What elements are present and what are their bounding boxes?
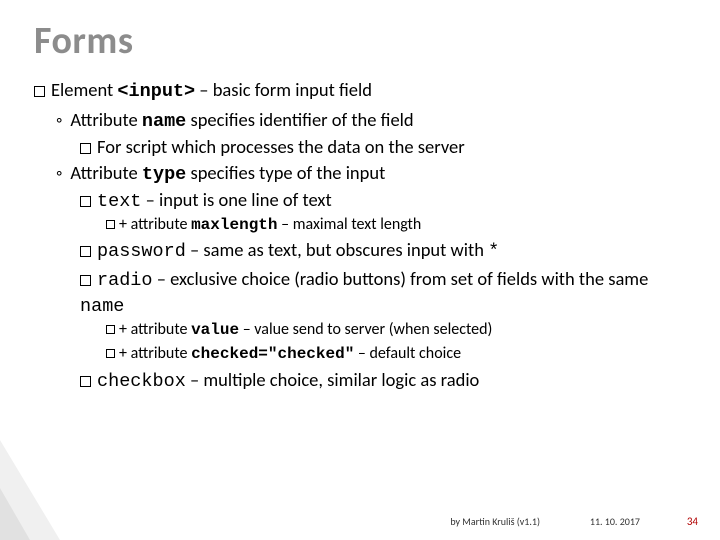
hollow-bullet-icon: ◦ — [56, 109, 62, 131]
square-bullet-icon — [80, 246, 91, 257]
footer-page-number: 34 — [687, 515, 698, 528]
text: – exclusive choice (radio buttons) from … — [153, 267, 649, 290]
code-name: name — [142, 111, 186, 132]
square-bullet-icon — [80, 376, 91, 387]
text: – multiple choice, similar logic as radi… — [186, 368, 480, 391]
bullet-name-sub: For script which processes the data on t… — [80, 135, 686, 159]
code-radio: radio — [97, 270, 153, 291]
text: – default choice — [354, 344, 461, 363]
bullet-type-radio: radio – exclusive choice (radio buttons)… — [80, 267, 686, 366]
text: Attribute — [70, 108, 142, 131]
text: specifies identifier of the field — [186, 108, 413, 131]
bullet-attr-name: ◦ Attribute name specifies identifier of … — [56, 108, 686, 159]
text: Element — [51, 78, 117, 101]
slide-title: Forms — [34, 18, 686, 64]
text: specifies type of the input — [186, 161, 385, 184]
bullet-element-input: Element <input> – basic form input field… — [34, 78, 686, 394]
code-maxlength: maxlength — [191, 216, 277, 234]
footer-author: by Martin Kruliš (v1.1) — [450, 515, 540, 528]
square-bullet-icon — [106, 349, 115, 358]
bullet-attr-type: ◦ Attribute type specifies type of the in… — [56, 161, 686, 394]
square-bullet-icon — [80, 275, 91, 286]
square-bullet-icon — [106, 220, 115, 229]
code-checked: checked="checked" — [191, 345, 354, 363]
footer-date: 11. 10. 2017 — [590, 515, 640, 528]
code-name: name — [80, 296, 124, 317]
bullet-maxlength: + attribute maxlength – maximal text len… — [106, 214, 686, 236]
text: – input is one line of text — [141, 188, 331, 211]
square-bullet-icon — [106, 325, 115, 334]
square-bullet-icon — [34, 86, 45, 97]
text: – maximal text length — [278, 215, 422, 234]
code-checkbox: checkbox — [97, 371, 186, 392]
text: + attribute — [119, 215, 191, 234]
square-bullet-icon — [80, 196, 91, 207]
bullet-radio-value: + attribute value – value send to server… — [106, 319, 686, 341]
slide: Forms Element <input> – basic form input… — [0, 0, 720, 540]
bullet-type-text: text – input is one line of text + attri… — [80, 188, 686, 237]
bullet-type-password: password – same as text, but obscures in… — [80, 238, 686, 264]
code-text: text — [97, 191, 141, 212]
hollow-bullet-icon: ◦ — [56, 162, 62, 184]
text: – same as text, but obscures input with — [186, 238, 488, 261]
text: – basic form input field — [195, 78, 372, 101]
slide-content: Element <input> – basic form input field… — [34, 78, 686, 394]
corner-decoration-inner — [0, 488, 30, 540]
text: Attribute — [70, 161, 142, 184]
code-star: * — [488, 241, 499, 262]
text: For script which processes the data on t… — [97, 135, 465, 158]
code-value: value — [191, 321, 239, 339]
bullet-radio-checked: + attribute checked="checked" – default … — [106, 343, 686, 365]
bullet-type-checkbox: checkbox – multiple choice, similar logi… — [80, 368, 686, 394]
code-type: type — [142, 164, 186, 185]
text: – value send to server (when selected) — [239, 320, 492, 339]
square-bullet-icon — [80, 143, 91, 154]
code-password: password — [97, 241, 186, 262]
text: + attribute — [119, 344, 191, 363]
code-input: <input> — [117, 81, 195, 102]
text: + attribute — [119, 320, 191, 339]
